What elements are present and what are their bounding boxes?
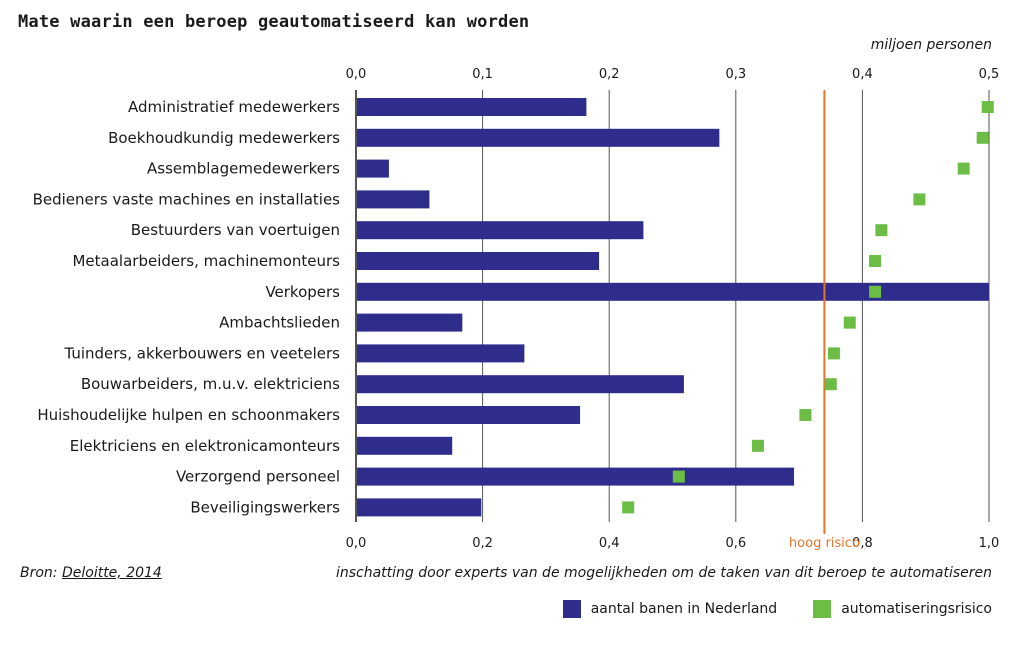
top-tick-label: 0,3 [725,67,746,82]
category-label: Bouwarbeiders, m.u.v. elektriciens [81,375,340,393]
threshold-label: hoog risico [789,536,860,551]
legend-label-jobs: aantal banen in Nederland [590,601,778,617]
top-tick-label: 0,0 [346,67,367,82]
source-prefix: Bron: [20,565,62,581]
category-label: Ambachtslieden [219,314,340,332]
bar [357,252,600,270]
category-label: Assemblagemedewerkers [147,160,340,178]
category-label: Elektriciens en elektronicamonteurs [70,437,340,455]
legend-label-risk: automatiseringsrisico [841,601,992,617]
category-label: Verzorgend personeel [176,468,340,486]
bar [357,159,389,178]
risk-marker [869,255,882,267]
bar [357,98,587,116]
bar [357,190,430,209]
risk-marker [976,131,989,144]
category-label: Verkopers [265,283,340,301]
risk-marker [981,101,994,113]
top-axis-unit-label: miljoen personen [870,37,992,53]
bottom-tick-label: 1,0 [979,536,1000,551]
legend-swatch-jobs [562,600,581,618]
top-tick-label: 0,4 [852,67,873,82]
risk-marker [672,470,685,483]
top-tick-label: 0,2 [599,67,620,82]
risk-marker [869,285,882,298]
bottom-tick-label: 0,8 [852,536,873,551]
category-label: Metaalarbeiders, machinemonteurs [72,252,340,270]
bar [357,406,581,424]
risk-marker [843,316,856,329]
category-label: Boekhoudkundig medewerkers [108,129,340,147]
chart-title: Mate waarin een beroep geautomatiseerd k… [18,12,530,32]
risk-marker [957,162,970,175]
bar [357,221,644,240]
legend-swatch-risk [813,600,832,618]
risk-marker [875,224,888,237]
legend: aantal banen in Nederland automatisering… [527,600,992,618]
top-tick-label: 0,5 [979,67,1000,82]
risk-marker [913,193,926,206]
category-label: Administratief medewerkers [128,98,340,116]
risk-marker [751,439,764,452]
bar [357,344,525,363]
bar [357,467,795,486]
bar [357,128,720,147]
risk-marker [827,347,840,360]
bottom-tick-label: 0,4 [599,536,620,551]
source-link[interactable]: Deloitte, 2014 [61,565,162,581]
category-label: Bestuurders van voertuigen [131,221,340,239]
bottom-tick-label: 0,2 [472,536,493,551]
bar [357,313,463,332]
bottom-axis-label: inschatting door experts van de mogelijk… [335,565,992,581]
legend-item-jobs: aantal banen in Nederland [562,600,778,618]
category-label: Huishoudelijke hulpen en schoonmakers [37,406,340,424]
category-label: Beveiligingswerkers [190,498,340,516]
bottom-tick-label: 0,6 [725,536,746,551]
risk-marker [824,378,837,391]
legend-item-risk: automatiseringsrisico [813,600,992,618]
source-note: Bron: Deloitte, 2014 [20,565,162,581]
category-label: Tuinders, akkerbouwers en veetelers [63,344,340,362]
category-label: Bedieners vaste machines en installaties [33,190,341,208]
risk-marker [799,409,812,421]
risk-marker [622,501,635,514]
bar [357,436,453,455]
top-tick-label: 0,1 [472,67,493,82]
bar [357,375,684,394]
bar [357,282,989,301]
bottom-tick-label: 0,0 [346,536,367,551]
bar [357,498,482,517]
